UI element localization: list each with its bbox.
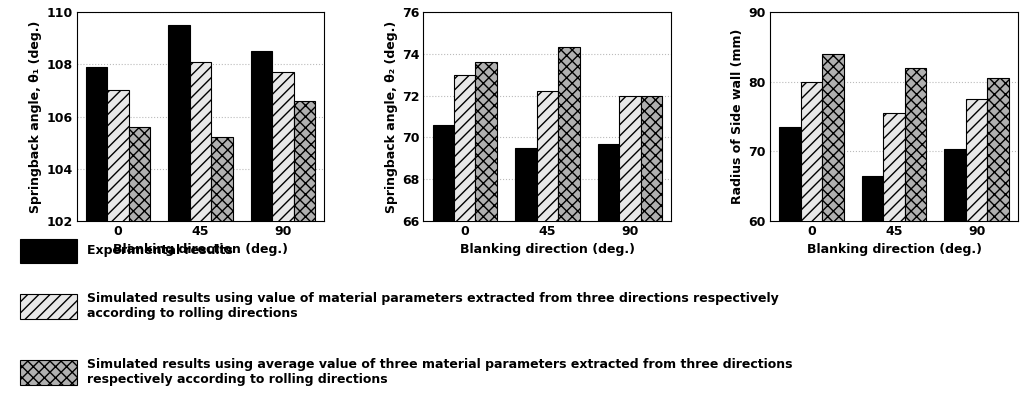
Bar [801,82,822,395]
Bar [20,239,77,263]
X-axis label: Blanking direction (deg.): Blanking direction (deg.) [806,243,981,256]
Bar [640,96,662,395]
Bar [107,90,129,395]
Bar [251,51,272,395]
Bar [169,25,190,395]
Bar [619,96,640,395]
Bar [966,99,987,395]
Bar [597,144,619,395]
Bar [987,78,1009,395]
Bar [904,68,926,395]
Bar [883,113,904,395]
Bar [861,176,883,395]
Bar [516,148,537,395]
Bar [294,101,315,395]
Y-axis label: Radius of Side wall (mm): Radius of Side wall (mm) [731,29,745,204]
Bar [558,47,579,395]
Bar [433,125,454,395]
Bar [537,91,558,395]
Bar [190,62,212,395]
Bar [86,67,107,395]
Y-axis label: Springback angle, θ₂ (deg.): Springback angle, θ₂ (deg.) [385,21,398,213]
Bar [20,294,77,318]
X-axis label: Blanking direction (deg.): Blanking direction (deg.) [114,243,288,256]
Text: Simulated results using average value of three material parameters extracted fro: Simulated results using average value of… [87,358,793,386]
Y-axis label: Springback angle, θ₁ (deg.): Springback angle, θ₁ (deg.) [29,20,42,213]
Bar [272,72,294,395]
Bar [944,149,966,395]
Text: Experimental results: Experimental results [87,244,232,257]
X-axis label: Blanking direction (deg.): Blanking direction (deg.) [459,243,635,256]
Bar [780,127,801,395]
Text: Simulated results using value of material parameters extracted from three direct: Simulated results using value of materia… [87,292,779,320]
Bar [212,137,233,395]
Bar [20,360,77,385]
Bar [454,75,476,395]
Bar [129,127,150,395]
Bar [476,62,497,395]
Bar [822,54,844,395]
